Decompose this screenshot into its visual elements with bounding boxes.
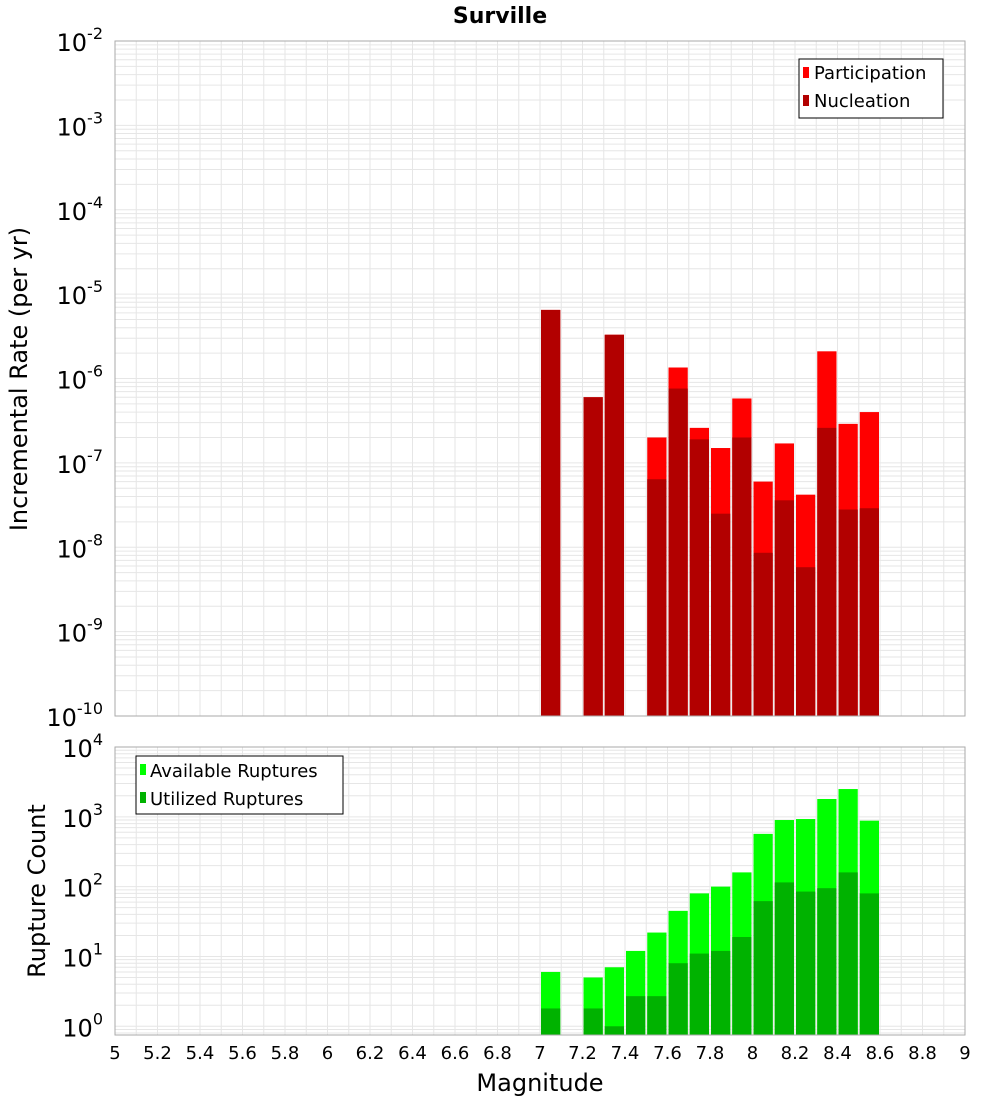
- rate-gridlines: [115, 41, 965, 716]
- x-tick-label: 5.8: [271, 1043, 300, 1064]
- legend-label-available: Available Ruptures: [150, 761, 318, 782]
- utilized-ruptures-bar: [541, 1008, 561, 1035]
- x-tick-label: 9: [959, 1043, 970, 1064]
- x-tick-label: 5.4: [186, 1043, 215, 1064]
- y-tick-label: 10-3: [57, 108, 104, 141]
- nucleation-bar: [774, 500, 794, 716]
- nucleation-bar: [604, 334, 624, 716]
- x-tick-label: 5: [109, 1043, 120, 1064]
- utilized-ruptures-bar: [626, 996, 646, 1035]
- x-tick-label: 8.4: [823, 1043, 852, 1064]
- legend-swatch-utilized: [140, 792, 146, 803]
- count-legend-box: [135, 755, 344, 815]
- y-tick-label: 102: [62, 870, 103, 903]
- count-y-tick-labels: 100 101 102 103 104: [62, 730, 103, 1042]
- y-tick-label: 10-9: [57, 615, 104, 648]
- y-tick-label: 100: [62, 1009, 103, 1042]
- x-tick-label: 8.2: [781, 1043, 810, 1064]
- rate-plot-frame: [114, 40, 966, 717]
- x-tick-label: 6.4: [398, 1043, 427, 1064]
- utilized-ruptures-bar: [774, 882, 794, 1035]
- y-tick-label: 10-6: [57, 362, 104, 395]
- y-tick-label: 10-4: [57, 193, 104, 226]
- x-tick-label: 6.8: [483, 1043, 512, 1064]
- x-tick-label: 6.6: [441, 1043, 470, 1064]
- nucleation-bar: [668, 388, 688, 716]
- nucleation-bar: [732, 437, 752, 716]
- legend-label-utilized: Utilized Ruptures: [150, 789, 303, 810]
- x-tick-label: 7.4: [611, 1043, 640, 1064]
- legend-swatch-available: [140, 764, 146, 775]
- x-axis-label: Magnitude: [476, 1069, 603, 1097]
- x-tick-label: 6: [322, 1043, 333, 1064]
- x-tick-label: 7.2: [568, 1043, 597, 1064]
- legend-label-nucleation: Nucleation: [814, 91, 910, 112]
- y-tick-label: 10-8: [57, 530, 104, 563]
- rate-y-axis-label: Incremental Rate (per yr): [5, 227, 33, 531]
- legend-swatch-nucleation: [803, 95, 809, 106]
- y-tick-label: 101: [62, 939, 103, 972]
- x-tick-label: 6.2: [356, 1043, 385, 1064]
- count-y-axis-label: Rupture Count: [23, 804, 51, 978]
- x-tick-label: 8.8: [908, 1043, 937, 1064]
- rate-panel: 10-10 10-9 10-8 10-7 10-6 10-5 10-4 10-3 10-2 In…: [5, 24, 966, 732]
- count-bars: [541, 789, 879, 1035]
- y-tick-label: 104: [62, 730, 103, 763]
- y-tick-label: 103: [62, 800, 103, 833]
- y-tick-label: 10-2: [57, 24, 104, 57]
- utilized-ruptures-bar: [689, 953, 709, 1035]
- x-tick-label: 5.2: [143, 1043, 172, 1064]
- y-tick-label: 10-10: [46, 699, 103, 732]
- nucleation-bar: [796, 567, 816, 716]
- x-tick-label: 5.6: [228, 1043, 257, 1064]
- x-tick-label: 8: [747, 1043, 758, 1064]
- utilized-ruptures-bar: [796, 891, 816, 1035]
- rate-legend-box: [798, 58, 944, 119]
- x-tick-labels: 5 5.2 5.4 5.6 5.8 6 6.2 6.4 6.6 6.8 7 7.2 7.4 7.6 7.8 8…: [109, 1043, 970, 1064]
- nucleation-bar: [583, 397, 603, 716]
- utilized-ruptures-bar: [647, 996, 667, 1035]
- y-tick-label: 10-5: [57, 277, 104, 310]
- utilized-ruptures-bar: [859, 893, 879, 1035]
- nucleation-bar: [711, 513, 731, 716]
- x-tick-label: 8.6: [866, 1043, 895, 1064]
- x-tick-label: 7: [534, 1043, 545, 1064]
- count-plot-frame: [114, 746, 966, 1036]
- utilized-ruptures-bar: [732, 936, 752, 1035]
- utilized-ruptures-bar: [753, 901, 773, 1035]
- count-legend: Available Ruptures Utilized Ruptures: [135, 755, 344, 815]
- nucleation-bar: [838, 509, 858, 716]
- rate-bars: [541, 309, 879, 716]
- y-tick-label: 10-7: [57, 446, 104, 479]
- legend-swatch-participation: [803, 67, 809, 78]
- available-ruptures-bar: [604, 967, 624, 1035]
- nucleation-bar: [647, 479, 667, 716]
- utilized-ruptures-bar: [711, 950, 731, 1035]
- utilized-ruptures-bar: [668, 963, 688, 1035]
- legend-label-participation: Participation: [814, 63, 926, 84]
- utilized-ruptures-bar: [817, 888, 837, 1035]
- utilized-ruptures-bar: [583, 1008, 603, 1035]
- utilized-ruptures-bar: [838, 872, 858, 1035]
- nucleation-bar: [689, 439, 709, 716]
- nucleation-bar: [859, 508, 879, 716]
- nucleation-bar: [541, 309, 561, 716]
- count-panel: 100 101 102 103 104 5 5.2 5.4 5.6 5.8 6 6.2 6.4 6.6 6…: [23, 730, 971, 1097]
- utilized-ruptures-bar: [604, 1026, 624, 1035]
- x-tick-label: 7.8: [696, 1043, 725, 1064]
- nucleation-bar: [817, 427, 837, 716]
- rate-legend: Participation Nucleation: [798, 58, 944, 119]
- chart-title: Surville: [453, 4, 547, 29]
- nucleation-bar: [753, 552, 773, 716]
- x-tick-label: 7.6: [653, 1043, 682, 1064]
- rate-y-tick-labels: 10-10 10-9 10-8 10-7 10-6 10-5 10-4 10-3 10-2: [46, 24, 103, 732]
